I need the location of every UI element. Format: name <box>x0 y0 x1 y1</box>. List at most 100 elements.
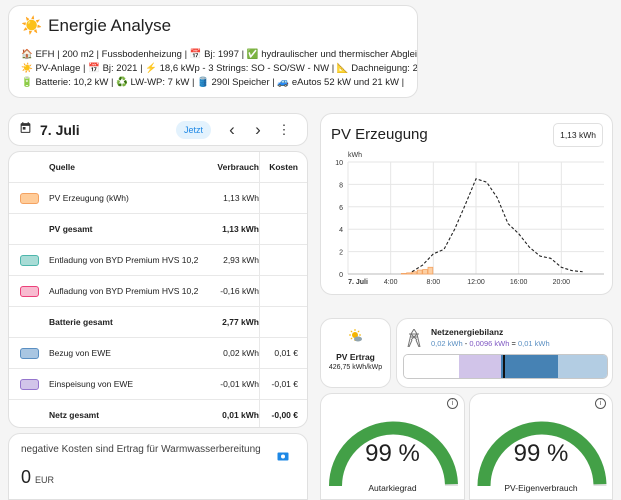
pv-bar[interactable] <box>416 269 423 275</box>
selected-date[interactable]: 7. Juli <box>40 121 80 138</box>
row-source: Aufladung von BYD Premium HVS 10,2 <box>49 286 199 296</box>
x-tick-label: 8:00 <box>427 279 441 286</box>
negative-costs-card: negative Kosten sind Ertrag für Warmwass… <box>8 433 308 500</box>
info-icon[interactable]: i <box>595 398 606 409</box>
negative-costs-label: negative Kosten sind Ertrag für Warmwass… <box>21 444 261 455</box>
y-tick-label: 0 <box>339 272 343 279</box>
pv-bar[interactable] <box>406 272 412 275</box>
next-day-button[interactable]: › <box>255 119 261 139</box>
row-consumption: 1,13 kWh <box>223 193 259 203</box>
y-tick-label: 10 <box>335 160 343 167</box>
calendar-icon[interactable] <box>19 121 32 139</box>
row-source: Netz gesamt <box>49 410 100 420</box>
autarky-value: 99 % <box>365 440 420 467</box>
pv-production-chart-card: PV Erzeugung 1,13 kWh kWh 0 2 4 6 8 10 7. Juli 4… <box>320 113 613 295</box>
info-icon[interactable]: i <box>447 398 458 409</box>
grid-import-value: 0,02 kWh <box>431 339 463 348</box>
table-row[interactable]: Netz gesamt 0,01 kWh -0,00 € <box>9 399 307 427</box>
grid-balance-segment <box>458 355 502 378</box>
row-consumption: 0,01 kWh <box>222 410 259 420</box>
row-consumption: 2,77 kWh <box>222 317 259 327</box>
column-header-quelle: Quelle <box>49 162 75 172</box>
energy-sources-table: Quelle Verbrauch Kosten PV Erzeugung (kW… <box>8 151 308 428</box>
grid-export-value: 0,0096 kWh <box>469 339 510 348</box>
legend-swatch <box>20 285 39 297</box>
self-consumption-value: 99 % <box>513 440 569 467</box>
row-source: Bezug von EWE <box>49 348 111 358</box>
pv-bar[interactable] <box>427 266 434 275</box>
pv-yield-card[interactable]: PV Ertrag 426,75 kWh/kWp <box>320 318 391 388</box>
pv-bar[interactable] <box>411 271 418 275</box>
grid-balance-marker <box>503 355 506 378</box>
house-info-line: 🏠 EFH | 200 m2 | Fussbodenheizung | 📅 Bj… <box>21 49 418 60</box>
y-tick-label: 4 <box>339 227 343 234</box>
table-row[interactable]: Bezug von EWE 0,02 kWh 0,01 € <box>9 337 307 368</box>
date-picker-card: 7. Juli Jetzt ‹ › ⋮ <box>8 113 308 146</box>
y-tick-label: 6 <box>339 205 343 212</box>
now-button[interactable]: Jetzt <box>175 120 211 139</box>
table-row[interactable]: PV gesamt 1,13 kWh <box>9 213 307 244</box>
self-consumption-gauge-card[interactable]: i 99 % PV-Eigenverbrauch <box>469 393 613 500</box>
gauge-fill <box>477 421 607 487</box>
row-source: Einspeisung von EWE <box>49 379 134 389</box>
x-tick-label: 4:00 <box>384 279 398 286</box>
negative-costs-unit: EUR <box>35 475 55 485</box>
y-axis-unit: kWh <box>348 152 362 159</box>
table-row[interactable]: PV Erzeugung (kWh) 1,13 kWh <box>9 182 307 213</box>
table-header-row: Quelle Verbrauch Kosten <box>9 152 307 182</box>
table-row[interactable]: Entladung von BYD Premium HVS 10,2 2,93 k… <box>9 244 307 275</box>
self-consumption-gauge <box>477 421 607 487</box>
more-options-button[interactable]: ⋮ <box>277 121 291 137</box>
previous-day-button[interactable]: ‹ <box>229 119 235 139</box>
row-source: Entladung von BYD Premium HVS 10,2 <box>49 255 199 265</box>
table-row[interactable]: Batterie gesamt 2,77 kWh <box>9 306 307 337</box>
row-cost: -0,01 € <box>271 379 298 389</box>
cash-icon <box>277 448 289 466</box>
pv-total-badge: 1,13 kWh <box>553 123 603 147</box>
legend-swatch <box>20 192 39 204</box>
grid-balance-segment <box>558 355 607 378</box>
sun-cloud-icon <box>321 329 390 346</box>
pv-bar[interactable] <box>422 269 428 275</box>
formula-minus: - <box>462 339 470 348</box>
y-tick-label: 8 <box>339 182 343 189</box>
x-tick-label: 12:00 <box>467 279 485 286</box>
row-source: Batterie gesamt <box>49 317 113 327</box>
table-row[interactable]: Aufladung von BYD Premium HVS 10,2 -0,16 … <box>9 275 307 306</box>
grid-net-value: 0,01 kWh <box>517 339 550 348</box>
legend-swatch <box>20 378 39 390</box>
self-consumption-label: PV-Eigenverbrauch <box>504 483 578 493</box>
row-consumption: 0,02 kWh <box>223 348 259 358</box>
energy-analysis-header-card: ☀️ Energie Analyse 🏠 EFH | 200 m2 | Fuss… <box>8 5 418 98</box>
grid-balance-card[interactable]: Netzenergiebilanz 0,02 kWh - 0,0096 kWh … <box>396 318 613 388</box>
formula-equals: = <box>509 339 518 348</box>
column-header-verbrauch: Verbrauch <box>217 162 259 172</box>
negative-costs-value-row: 0 EUR <box>21 467 295 488</box>
grid-balance-segment <box>404 355 459 378</box>
column-divider <box>259 152 260 427</box>
row-consumption: -0,16 kWh <box>220 286 259 296</box>
pv-yield-value: 426,75 kWh/kWp <box>328 364 383 371</box>
autarky-gauge-card[interactable]: i 99 % Autarkiegrad <box>320 393 465 500</box>
x-tick-label: 16:00 <box>510 279 528 286</box>
grid-balance-segment <box>501 355 559 378</box>
column-header-kosten: Kosten <box>269 162 298 172</box>
autarky-gauge <box>329 421 458 487</box>
gauge-fill <box>329 421 458 487</box>
grid-balance-title: Netzenergiebilanz <box>431 327 504 337</box>
pv-production-chart[interactable]: kWh 0 2 4 6 8 10 7. Juli 4:00 8:00 12:00 16:00 20:00 <box>321 146 613 295</box>
row-consumption: 2,93 kWh <box>223 255 259 265</box>
row-consumption: 1,13 kWh <box>222 224 259 234</box>
row-cost: -0,00 € <box>271 410 298 420</box>
legend-swatch <box>20 347 39 359</box>
grid-balance-formula: 0,02 kWh - 0,0096 kWh = 0,01 kWh <box>431 339 550 348</box>
table-row[interactable]: Einspeisung von EWE -0,01 kWh -0,01 € <box>9 368 307 399</box>
grid-balance-bar <box>403 354 608 379</box>
row-cost: 0,01 € <box>274 348 298 358</box>
pv-info-line: ☀️ PV-Anlage | 📅 Bj: 2021 | ⚡ 18,6 kWp -… <box>21 63 418 74</box>
autarky-label: Autarkiegrad <box>368 483 417 493</box>
page-title-text: Energie Analyse <box>48 16 172 35</box>
pv-yield-label: PV Ertrag <box>336 352 375 362</box>
pv-bar[interactable] <box>400 273 407 275</box>
x-tick-label: 7. Juli <box>348 279 368 286</box>
